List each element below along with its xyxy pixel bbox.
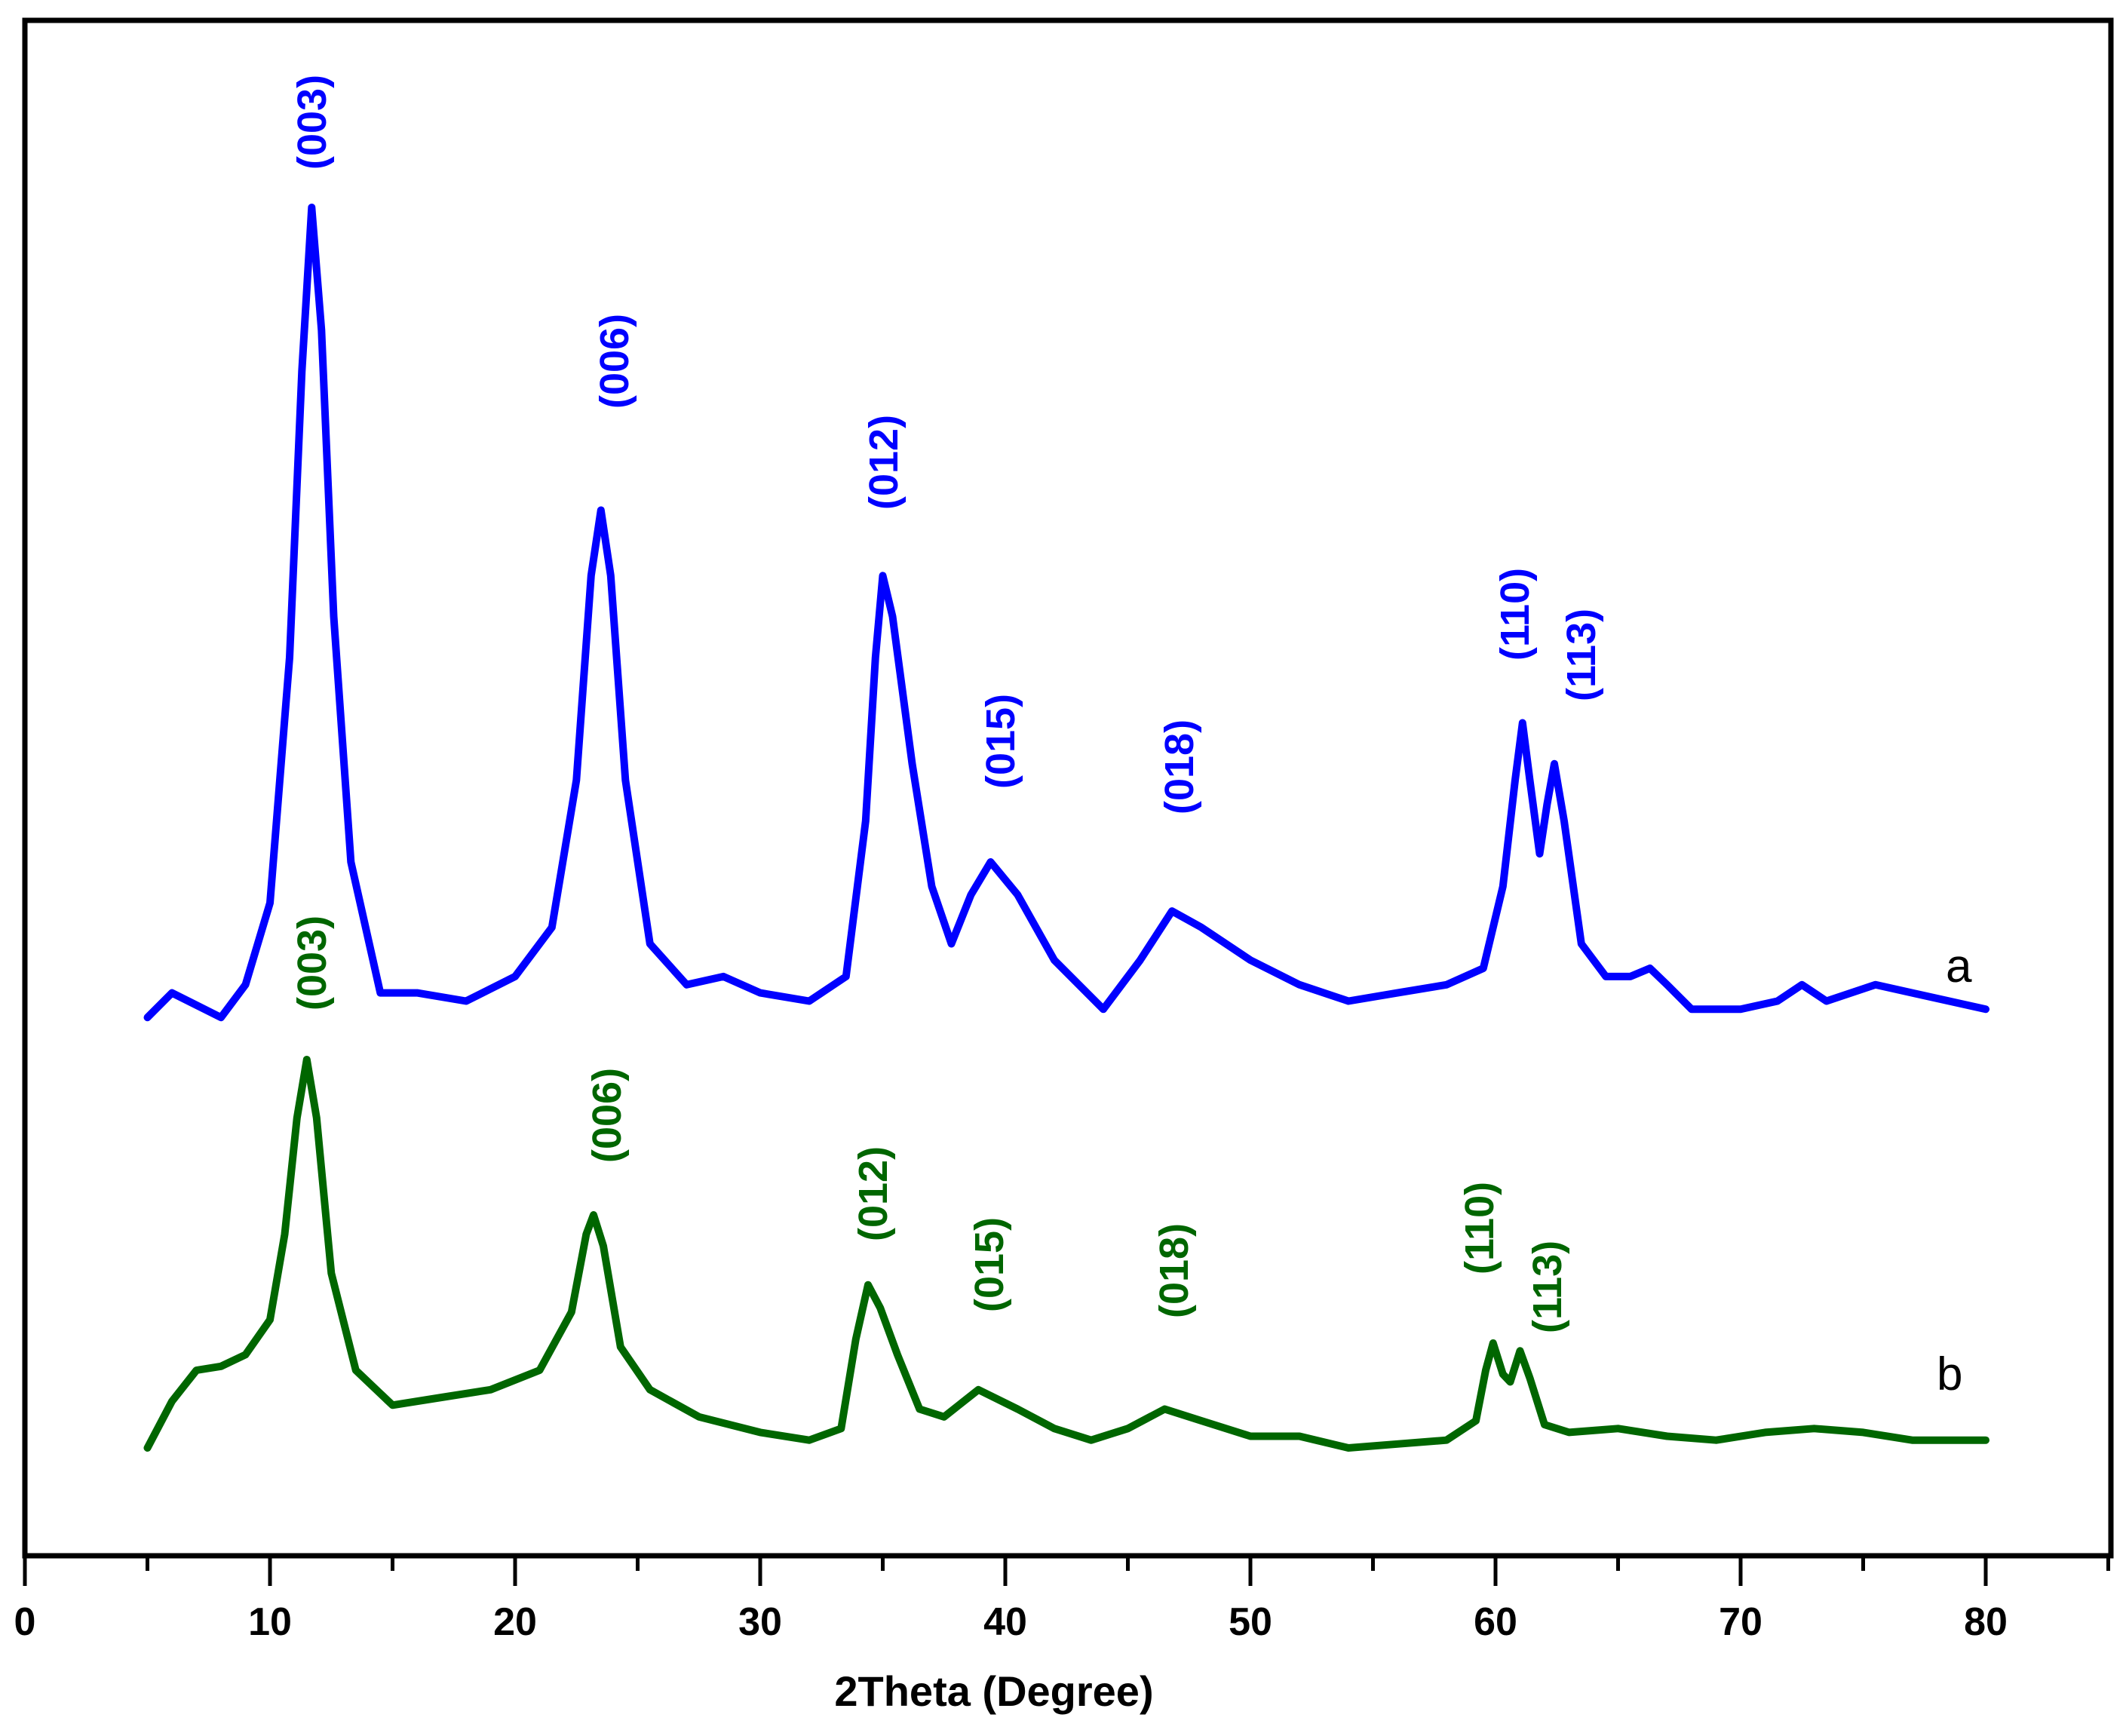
x-tick-label: 10 [248, 1600, 292, 1644]
peak-label-a-003: (003) [290, 75, 335, 170]
x-tick-label: 70 [1719, 1600, 1762, 1644]
peak-label-b-110: (110) [1457, 1182, 1502, 1274]
peak-label-a-012: (012) [861, 415, 907, 510]
series-b-trace [143, 1056, 1989, 1452]
peak-label-b-006: (006) [584, 1068, 630, 1163]
peak-label-b-015: (015) [967, 1217, 1012, 1312]
peak-label-a-113: (113) [1559, 609, 1604, 701]
peak-label-a-015: (015) [978, 694, 1023, 789]
series-a-label: a [1946, 940, 1972, 992]
x-tick-label: 50 [1229, 1600, 1272, 1644]
plot-frame [22, 17, 2114, 1559]
x-tick-label: 60 [1474, 1600, 1517, 1644]
x-tick-label: 80 [1964, 1600, 2008, 1644]
x-tick-label: 0 [14, 1600, 36, 1644]
peak-label-b-003: (003) [290, 916, 335, 1011]
series-b-label: b [1937, 1348, 1962, 1400]
peak-label-b-018: (018) [1152, 1223, 1197, 1318]
series-a-trace [143, 204, 1989, 1022]
x-axis-title: 2Theta (Degree) [834, 1667, 1153, 1715]
x-axis-ticks [23, 1556, 2110, 1586]
peak-label-b-012: (012) [851, 1146, 896, 1241]
peak-label-a-110: (110) [1492, 568, 1538, 661]
x-tick-label: 40 [983, 1600, 1027, 1644]
series-b-peak-labels: (003) (006) (012) (015) (018) (110) (113… [290, 916, 1570, 1333]
series-a-trace-group [143, 204, 1989, 1022]
x-axis-tick-labels: 0 10 20 30 40 50 60 70 80 [14, 1600, 2008, 1644]
peak-label-b-113: (113) [1525, 1241, 1570, 1333]
x-tick-label: 20 [493, 1600, 537, 1644]
peak-label-a-006: (006) [592, 314, 637, 409]
peak-label-a-018: (018) [1157, 719, 1202, 814]
x-tick-label: 30 [738, 1600, 782, 1644]
series-b-trace-group [143, 1056, 1989, 1452]
series-a-peak-labels: (003) (006) (012) (015) (018) (110) (113… [290, 75, 1604, 814]
